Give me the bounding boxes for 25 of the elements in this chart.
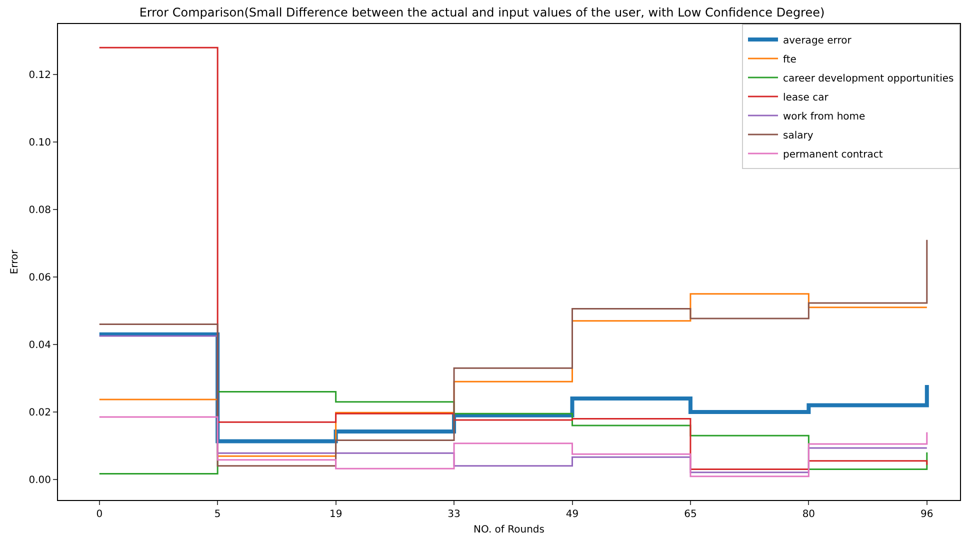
x-tick-label: 19 (329, 509, 342, 520)
legend-label: permanent contract (783, 149, 883, 160)
x-tick-label: 65 (684, 509, 697, 520)
x-tick-label: 49 (566, 509, 579, 520)
chart-title: Error Comparison(Small Difference between the actual and input values of the user, with Low Confidence Degree) (139, 6, 825, 20)
y-tick-label: 0.00 (28, 474, 51, 486)
x-tick-label: 5 (214, 509, 221, 520)
x-tick-label: 80 (802, 509, 816, 520)
x-tick-label: 33 (448, 509, 460, 520)
legend-label: career development opportunities (783, 73, 954, 84)
legend-label: salary (783, 130, 814, 142)
x-axis-title: NO. of Rounds (474, 524, 544, 536)
legend-label: average error (783, 35, 852, 46)
y-tick-label: 0.10 (28, 138, 51, 149)
legend-label: work from home (783, 111, 866, 122)
x-tick-label: 0 (96, 509, 103, 520)
y-tick-label: 0.12 (28, 70, 51, 82)
legend-label: fte (783, 54, 796, 66)
legend-label: lease car (783, 92, 830, 104)
y-tick-label: 0.04 (28, 340, 51, 351)
y-tick-label: 0.06 (28, 272, 51, 284)
y-tick-label: 0.08 (28, 205, 51, 216)
x-tick-label: 96 (920, 509, 934, 520)
y-tick-label: 0.02 (28, 407, 51, 418)
y-axis-title: Error (10, 248, 21, 274)
